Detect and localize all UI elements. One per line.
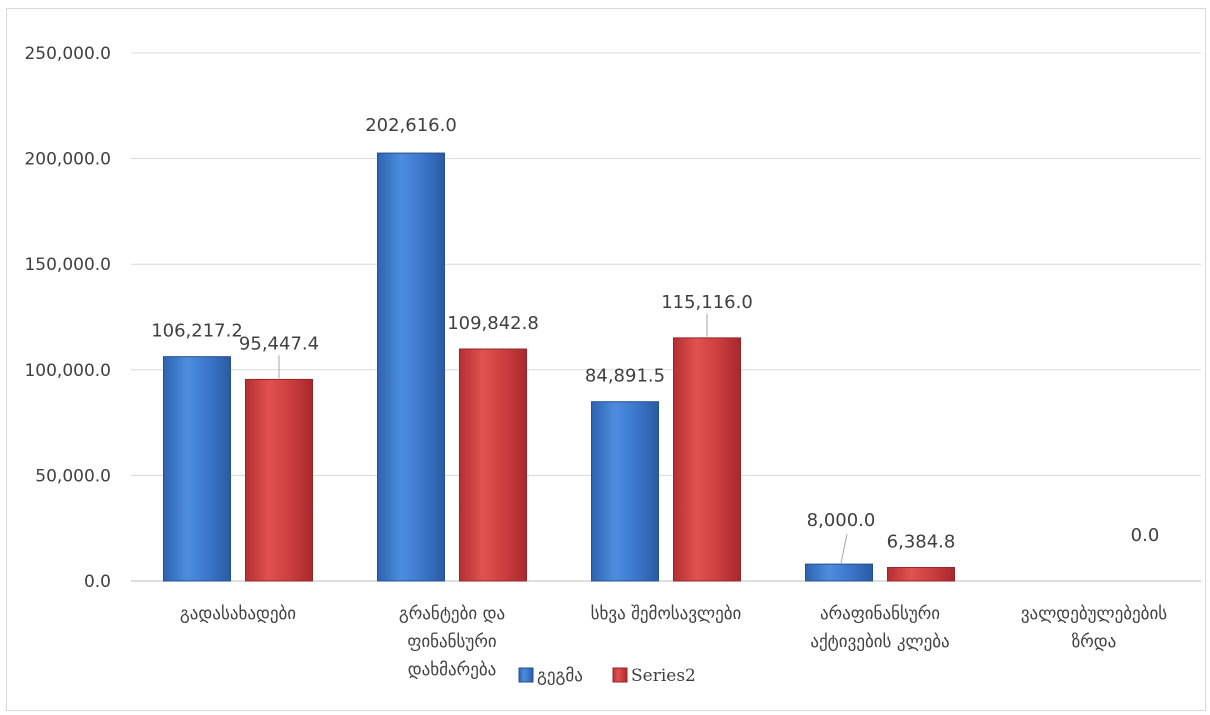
y-tick-label: 250,000.0 xyxy=(24,44,111,64)
x-category-label: ზრდა xyxy=(1072,632,1117,652)
legend-swatch xyxy=(518,667,534,683)
y-tick-label: 200,000.0 xyxy=(24,150,111,170)
data-label: 84,891.5 xyxy=(585,366,665,387)
x-category-label: დახმარება xyxy=(408,660,497,680)
y-tick-label: 0.0 xyxy=(84,572,111,592)
bar-series2 xyxy=(887,567,955,582)
chart-container: 0.0 50,000.0 100,000.0 150,000.0 200,000.0 25… xyxy=(6,8,1206,711)
bar-plan xyxy=(163,356,231,582)
data-label: 109,842.8 xyxy=(447,313,539,334)
data-label: 0.0 xyxy=(1131,525,1160,546)
x-category-label: გრანტები და xyxy=(399,604,505,624)
bar-plan xyxy=(377,152,445,582)
bars xyxy=(163,152,955,582)
y-tick-label: 100,000.0 xyxy=(24,361,111,381)
leader-line xyxy=(840,534,848,564)
bar-series2 xyxy=(245,378,313,582)
bar-chart: 0.0 50,000.0 100,000.0 150,000.0 200,000.0 25… xyxy=(24,44,1201,686)
data-label: 106,217.2 xyxy=(151,321,243,342)
data-label: 8,000.0 xyxy=(807,510,876,531)
data-label: 115,116.0 xyxy=(661,292,753,313)
data-labels: 106,217.295,447.4 202,616.0 109,842.8 84,89… xyxy=(151,115,1160,564)
y-tick-label: 150,000.0 xyxy=(24,255,111,275)
data-label: 6,384.8 xyxy=(887,532,956,553)
x-category-label: აქტივების კლება xyxy=(810,632,949,652)
data-label: 202,616.0 xyxy=(365,115,457,136)
legend-swatch xyxy=(612,667,628,683)
y-axis-ticks: 0.0 50,000.0 100,000.0 150,000.0 200,000.0 25… xyxy=(24,44,111,592)
legend-label: გეგმა xyxy=(537,666,583,686)
bar-series2 xyxy=(673,337,741,582)
x-category-label: გადასახადები xyxy=(180,604,296,624)
legend: გეგმა Series2 xyxy=(518,666,696,686)
x-category-label: ვალდებულებების xyxy=(1021,604,1167,624)
x-category-label: არაფინანსური xyxy=(820,604,940,624)
legend-label: Series2 xyxy=(631,666,696,686)
bar-series2 xyxy=(459,348,527,582)
y-tick-label: 50,000.0 xyxy=(35,466,111,486)
x-axis-categories: გადასახადები გრანტები და ფინანსური დახმარებ… xyxy=(180,604,1167,680)
x-category-label: სხვა შემოსავლები xyxy=(591,604,742,624)
bar-plan xyxy=(591,401,659,582)
x-category-label: ფინანსური xyxy=(407,632,496,652)
bar-plan xyxy=(805,563,873,582)
data-label: 95,447.4 xyxy=(239,333,319,354)
